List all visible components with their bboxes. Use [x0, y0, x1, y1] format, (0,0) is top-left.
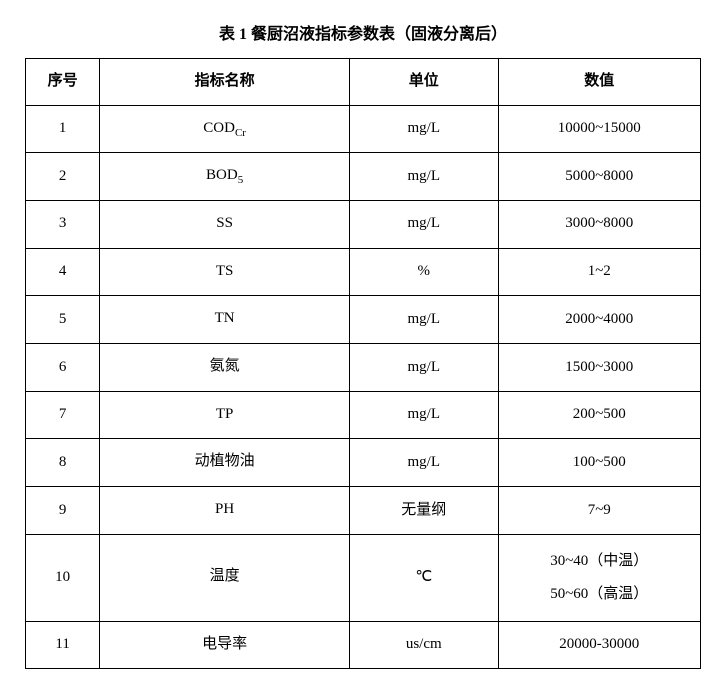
cell-name: BOD5 — [100, 153, 350, 201]
table-header-row: 序号 指标名称 单位 数值 — [26, 59, 701, 106]
cell-value: 30~40（中温） 50~60（高温） — [498, 534, 701, 621]
cell-unit: mg/L — [350, 391, 499, 439]
cell-name: CODCr — [100, 105, 350, 153]
cell-name: SS — [100, 200, 350, 248]
cell-value: 7~9 — [498, 487, 701, 535]
table-row: 6 氨氮 mg/L 1500~3000 — [26, 343, 701, 391]
table-row: 1 CODCr mg/L 10000~15000 — [26, 105, 701, 153]
cell-value: 20000-30000 — [498, 621, 701, 669]
cell-value: 2000~4000 — [498, 296, 701, 344]
cell-value: 200~500 — [498, 391, 701, 439]
cell-seq: 7 — [26, 391, 100, 439]
cell-unit: 无量纲 — [350, 487, 499, 535]
parameters-table: 序号 指标名称 单位 数值 1 CODCr mg/L 10000~15000 2… — [25, 58, 701, 669]
table-row: 10 温度 ℃ 30~40（中温） 50~60（高温） — [26, 534, 701, 621]
cell-seq: 6 — [26, 343, 100, 391]
cell-seq: 2 — [26, 153, 100, 201]
cell-seq: 10 — [26, 534, 100, 621]
header-name: 指标名称 — [100, 59, 350, 106]
header-unit: 单位 — [350, 59, 499, 106]
cell-seq: 1 — [26, 105, 100, 153]
cell-seq: 4 — [26, 248, 100, 296]
cell-value: 1500~3000 — [498, 343, 701, 391]
cell-name: 电导率 — [100, 621, 350, 669]
cell-unit: mg/L — [350, 343, 499, 391]
table-row: 5 TN mg/L 2000~4000 — [26, 296, 701, 344]
cell-value: 5000~8000 — [498, 153, 701, 201]
table-row: 3 SS mg/L 3000~8000 — [26, 200, 701, 248]
cell-value: 3000~8000 — [498, 200, 701, 248]
cell-name: 温度 — [100, 534, 350, 621]
cell-seq: 8 — [26, 439, 100, 487]
table-row: 8 动植物油 mg/L 100~500 — [26, 439, 701, 487]
table-body: 1 CODCr mg/L 10000~15000 2 BOD5 mg/L 500… — [26, 105, 701, 669]
cell-unit: mg/L — [350, 439, 499, 487]
cell-name: PH — [100, 487, 350, 535]
cell-value: 1~2 — [498, 248, 701, 296]
table-title: 表 1 餐厨沼液指标参数表（固液分离后） — [25, 20, 701, 44]
table-row: 2 BOD5 mg/L 5000~8000 — [26, 153, 701, 201]
table-row: 11 电导率 us/cm 20000-30000 — [26, 621, 701, 669]
cell-unit: % — [350, 248, 499, 296]
header-seq: 序号 — [26, 59, 100, 106]
cell-unit: mg/L — [350, 153, 499, 201]
cell-seq: 9 — [26, 487, 100, 535]
cell-unit: mg/L — [350, 296, 499, 344]
cell-unit: mg/L — [350, 200, 499, 248]
cell-seq: 3 — [26, 200, 100, 248]
table-row: 9 PH 无量纲 7~9 — [26, 487, 701, 535]
cell-seq: 11 — [26, 621, 100, 669]
cell-unit: mg/L — [350, 105, 499, 153]
cell-name: 氨氮 — [100, 343, 350, 391]
cell-name: TS — [100, 248, 350, 296]
cell-name: TN — [100, 296, 350, 344]
header-value: 数值 — [498, 59, 701, 106]
table-row: 7 TP mg/L 200~500 — [26, 391, 701, 439]
cell-value: 10000~15000 — [498, 105, 701, 153]
cell-unit: ℃ — [350, 534, 499, 621]
cell-name: TP — [100, 391, 350, 439]
cell-seq: 5 — [26, 296, 100, 344]
table-row: 4 TS % 1~2 — [26, 248, 701, 296]
cell-name: 动植物油 — [100, 439, 350, 487]
cell-unit: us/cm — [350, 621, 499, 669]
cell-value: 100~500 — [498, 439, 701, 487]
